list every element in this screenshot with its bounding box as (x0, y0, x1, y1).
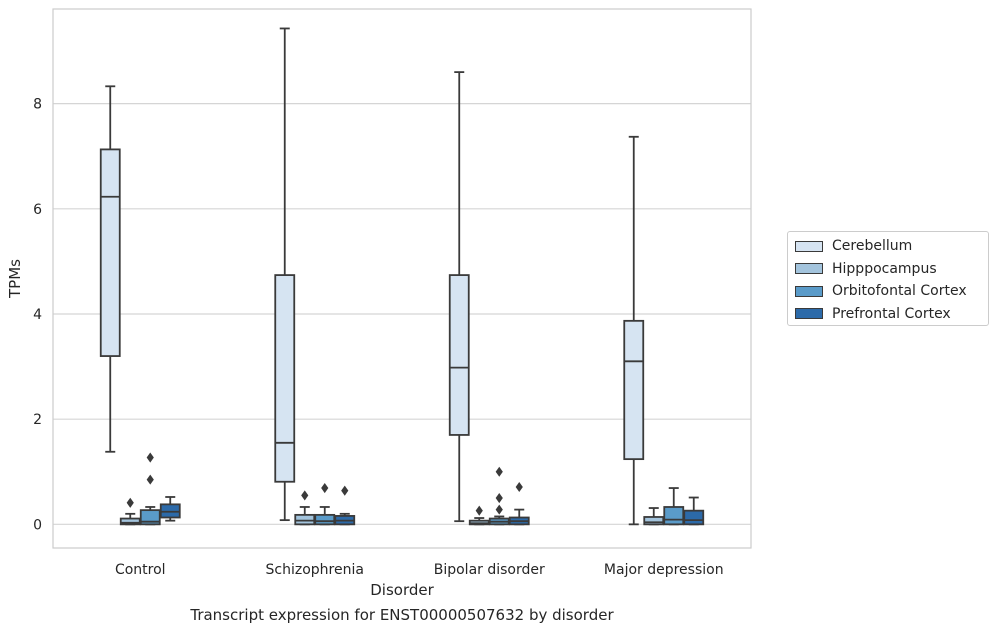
box-prefrontal-cortex (159, 496, 181, 522)
box-orbitofontal-cortex (314, 483, 336, 526)
legend-item: Cerebellum (792, 235, 988, 258)
box (99, 148, 121, 357)
x-tick-label: Schizophrenia (266, 562, 364, 578)
box (623, 319, 645, 461)
y-tick-label: 6 (33, 202, 42, 218)
legend: Cerebellum Hipppocampus Orbitofontal Corte… (787, 231, 989, 326)
box (683, 509, 705, 526)
box-hipppocampus (119, 497, 141, 526)
box (274, 274, 296, 483)
box-prefrontal-cortex (334, 485, 356, 526)
figure-caption: Transcript expression for ENST0000050763… (190, 606, 614, 624)
y-axis-ticks: 0 2 4 6 8 (33, 97, 42, 534)
box-prefrontal-cortex (508, 481, 530, 526)
legend-swatch (795, 263, 823, 275)
box-hipppocampus (468, 505, 490, 526)
legend-swatch (795, 285, 823, 297)
outlier-point (126, 497, 134, 508)
box (643, 516, 665, 526)
outlier-point (495, 504, 503, 515)
box-cerebellum (623, 135, 645, 526)
x-tick-label: Major depression (604, 562, 724, 578)
box (314, 513, 336, 526)
outlier-point (515, 481, 523, 493)
box-cerebellum (99, 85, 121, 453)
box (119, 517, 141, 526)
box-prefrontal-cortex (683, 496, 705, 526)
x-tick-label: Control (115, 562, 166, 578)
box-cerebellum (274, 27, 296, 522)
outlier-point (146, 474, 154, 485)
x-axis-ticks: Control Schizophrenia Bipolar disorder Majo… (115, 562, 724, 578)
box-hipppocampus (294, 490, 316, 526)
box (448, 274, 470, 436)
outlier-point (495, 493, 503, 504)
outlier-point (495, 466, 503, 477)
legend-swatch (795, 308, 823, 320)
legend-item: Prefrontal Cortex (792, 303, 988, 326)
outlier-point (146, 452, 154, 463)
box (139, 509, 161, 526)
y-tick-label: 2 (33, 412, 42, 428)
box (294, 513, 316, 526)
box-orbitofontal-cortex (663, 487, 685, 526)
legend-label: Prefrontal Cortex (832, 305, 951, 322)
legend-item: Hipppocampus (792, 258, 988, 281)
y-axis-label: TPMs (6, 259, 24, 299)
box-cerebellum (448, 71, 470, 523)
x-tick-label: Bipolar disorder (434, 562, 545, 578)
outlier-point (341, 485, 349, 496)
box-hipppocampus (643, 507, 665, 526)
legend-label: Hipppocampus (832, 260, 937, 277)
y-tick-label: 0 (33, 517, 42, 533)
box (663, 506, 685, 526)
y-tick-label: 4 (33, 307, 42, 323)
x-axis-label: Disorder (370, 581, 434, 599)
outlier-point (475, 505, 483, 516)
plot-frame (52, 8, 752, 549)
box-orbitofontal-cortex (139, 452, 161, 526)
legend-label: Cerebellum (832, 238, 913, 255)
legend-item: Orbitofontal Cortex (792, 280, 988, 303)
legend-label: Orbitofontal Cortex (832, 283, 967, 300)
outlier-point (301, 490, 309, 501)
boxplots (99, 27, 705, 526)
legend-swatch (795, 240, 823, 252)
box-orbitofontal-cortex (488, 466, 510, 526)
gridlines (53, 103, 751, 525)
outlier-point (321, 483, 329, 494)
y-tick-label: 8 (33, 97, 42, 113)
